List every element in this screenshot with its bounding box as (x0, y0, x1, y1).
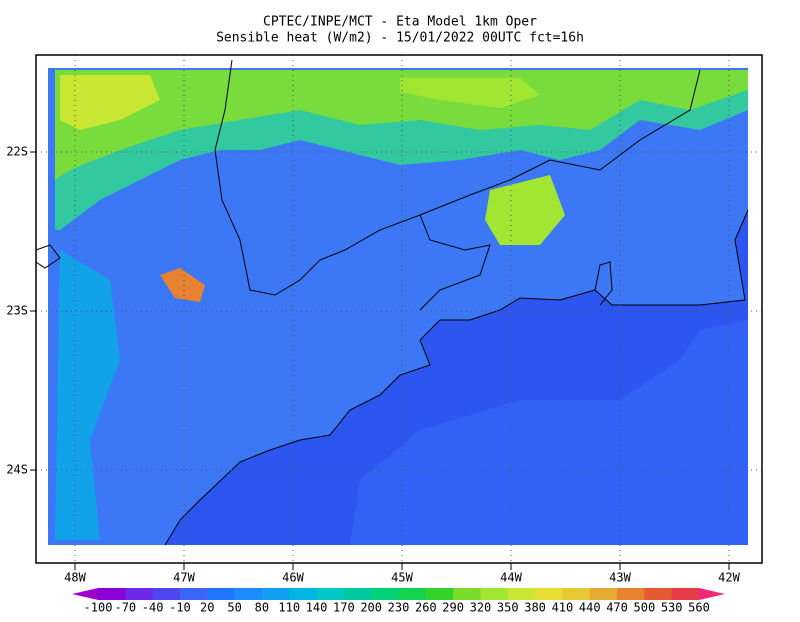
colorbar-box (398, 588, 427, 600)
colorbar-box (535, 588, 563, 600)
axes: 48W 47W 46W 45W 44W 43W 42W 22S 23S 24S (6, 145, 740, 585)
map-field (48, 68, 748, 545)
y-tick-label: 22S (6, 145, 28, 159)
colorbar-label: 440 (579, 601, 601, 615)
colorbar-box (98, 588, 126, 600)
field-patch (160, 268, 205, 302)
colorbar-box (316, 588, 345, 600)
colorbar-label: 320 (470, 601, 492, 615)
colorbar-label: 290 (442, 601, 464, 615)
field-patch (55, 250, 120, 540)
field-patch (400, 78, 540, 108)
map-frame (35, 54, 763, 564)
ocean-shade (350, 320, 748, 545)
colorbar-label: -10 (169, 601, 191, 615)
boundaries (35, 59, 749, 546)
colorbar-label: 260 (415, 601, 437, 615)
colorbar: -100 -70 -40 -10 20 50 80 110 140 170 200 230 260 290… (72, 588, 725, 615)
colorbar-box (425, 588, 454, 600)
colorbar-box (371, 588, 399, 600)
colorbar-label: 470 (606, 601, 628, 615)
coastline (164, 209, 749, 546)
colorbar-label: -100 (84, 601, 113, 615)
x-tick-label: 48W (64, 571, 86, 585)
subtitle: Sensible heat (W/m2) - 15/01/2022 00UTC … (216, 31, 584, 46)
colorbar-box (589, 588, 618, 600)
y-tick-label: 24S (6, 463, 28, 477)
colorbar-label: 380 (524, 601, 546, 615)
colorbar-box (207, 588, 236, 600)
colorbar-label: -70 (114, 601, 136, 615)
colorbar-box (671, 588, 700, 600)
colorbar-end (699, 588, 725, 600)
colorbar-box (617, 588, 645, 600)
colorbar-label: 530 (661, 601, 683, 615)
colorbar-box (644, 588, 673, 600)
colorbar-box (562, 588, 591, 600)
colorbar-box (152, 588, 181, 600)
colorbar-box (179, 588, 208, 600)
x-tick-label: 43W (609, 571, 631, 585)
colorbar-label: 560 (688, 601, 710, 615)
state-border (35, 244, 61, 269)
state-border (214, 59, 491, 311)
x-tick-label: 46W (282, 571, 304, 585)
colorbar-box (261, 588, 290, 600)
colorbar-label: 140 (306, 601, 328, 615)
state-border (419, 69, 701, 216)
colorbar-box (507, 588, 536, 600)
field-patch (485, 175, 565, 245)
title: CPTEC/INPE/MCT - Eta Model 1km Oper (263, 15, 537, 30)
x-tick-label: 47W (173, 571, 195, 585)
colorbar-label: 20 (200, 601, 214, 615)
colorbar-end (72, 588, 98, 600)
colorbar-label: 170 (333, 601, 355, 615)
field-band (55, 70, 748, 180)
grid (36, 55, 762, 563)
x-tick-label: 42W (718, 571, 740, 585)
colorbar-box (480, 588, 509, 600)
colorbar-box (453, 588, 481, 600)
colorbar-label: 500 (634, 601, 656, 615)
colorbar-box (289, 588, 318, 600)
colorbar-label: 110 (278, 601, 300, 615)
colorbar-label: 410 (552, 601, 574, 615)
colorbar-label: 80 (255, 601, 269, 615)
colorbar-box (343, 588, 372, 600)
x-tick-label: 45W (391, 571, 413, 585)
colorbar-label: 230 (388, 601, 410, 615)
colorbar-label: -40 (142, 601, 164, 615)
x-tick-label: 44W (500, 571, 522, 585)
field-patch (60, 75, 160, 130)
colorbar-box (234, 588, 263, 600)
colorbar-label: 200 (360, 601, 382, 615)
colorbar-box (125, 588, 154, 600)
colorbar-label: 50 (227, 601, 241, 615)
colorbar-label: 350 (497, 601, 519, 615)
y-tick-label: 23S (6, 304, 28, 318)
